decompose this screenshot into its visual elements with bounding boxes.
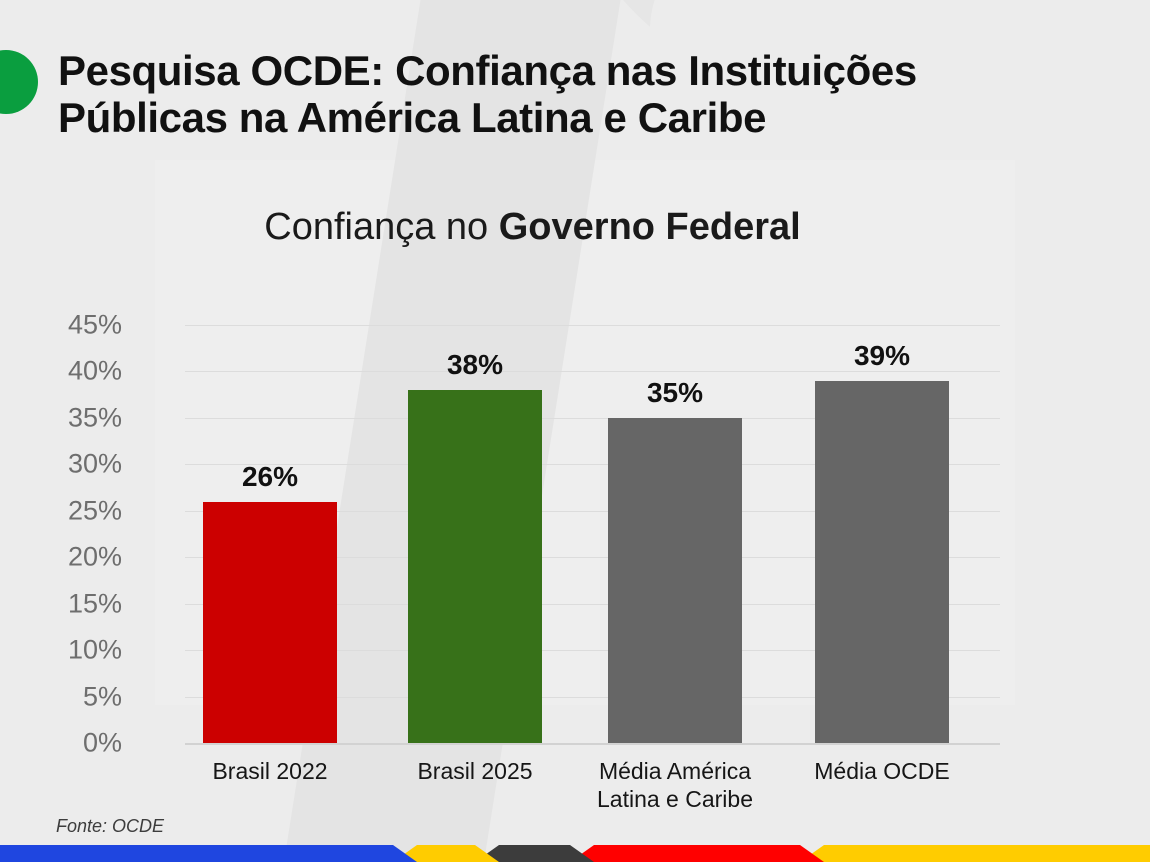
bar-value-label: 39%	[853, 339, 911, 371]
bar-2[interactable]: 38%	[408, 349, 542, 743]
y-axis-tick-label: 25%	[67, 495, 122, 526]
bar-value-label: 38%	[446, 349, 504, 381]
red-segment	[570, 845, 824, 862]
bar-value-label: 26%	[241, 460, 299, 492]
page-title: Pesquisa OCDE: Confiança nas Instituiçõe…	[58, 47, 1128, 142]
y-axis-tick-label: 35%	[67, 402, 122, 433]
y-axis-tick-label: 40%	[67, 355, 122, 386]
y-axis-tick-label: 45%	[67, 309, 122, 340]
header: Pesquisa OCDE: Confiança nas Instituiçõe…	[58, 47, 1128, 142]
footer-color-stripe	[0, 845, 1150, 862]
y-axis-tick-label: 30%	[67, 448, 122, 479]
bar-value-label: 35%	[646, 376, 704, 408]
bar-1[interactable]: 26%	[203, 461, 337, 743]
y-axis-tick-label: 15%	[67, 588, 122, 619]
chart-subtitle: Confiança no Governo Federal	[0, 205, 1065, 251]
source-note: Fonte: OCDE	[56, 816, 165, 836]
plot-area: 26% 38% 35% 39%	[185, 325, 1000, 745]
bar-4[interactable]: 39%	[815, 340, 949, 743]
bar-3[interactable]: 35%	[608, 377, 742, 743]
x-axis-category-label: Brasil 2022	[155, 757, 385, 785]
page-title-line-1: Pesquisa OCDE: Confiança nas Instituiçõe…	[58, 47, 917, 94]
y-axis-tick-label: 0%	[82, 727, 122, 758]
blue-segment	[0, 845, 417, 862]
x-axis-category-line: Brasil 2022	[212, 758, 328, 784]
x-axis-category-label: Média América Latina e Caribe	[560, 757, 790, 813]
x-axis-category-line: Brasil 2025	[417, 758, 533, 784]
x-axis-baseline	[185, 743, 1000, 745]
chart-subtitle-emphasis: Governo Federal	[498, 206, 801, 248]
page-title-line-2: Públicas na América Latina e Caribe	[58, 94, 767, 142]
x-axis-category-line: Latina e Caribe	[597, 786, 753, 813]
chart-subtitle-prefix: Confiança no	[264, 206, 499, 248]
y-axis-tick-label: 20%	[67, 541, 122, 572]
x-axis-category-label: Brasil 2025	[360, 757, 590, 785]
yellow-segment-2	[800, 845, 1150, 862]
x-axis-category-line: Média América	[598, 758, 752, 784]
x-axis-category-line: Média OCDE	[814, 758, 950, 784]
y-axis-tick-label: 5%	[82, 681, 122, 712]
gridline	[185, 325, 1000, 326]
x-axis-category-label: Média OCDE	[767, 757, 997, 785]
y-axis-tick-label: 10%	[67, 634, 122, 665]
